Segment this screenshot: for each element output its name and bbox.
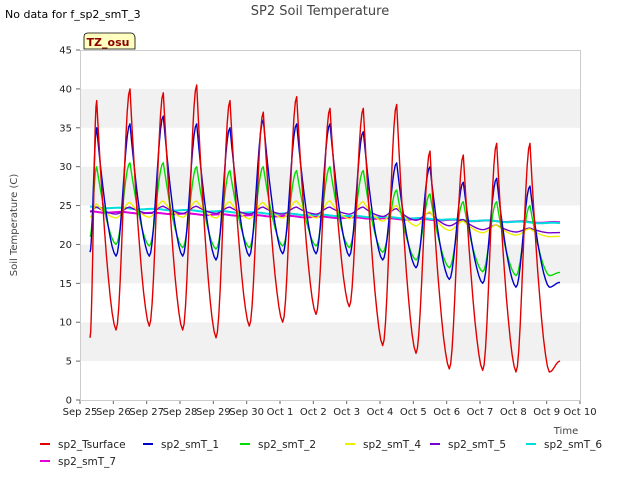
- y-tick-label: 10: [59, 318, 72, 329]
- tz-badge-box: [83, 32, 136, 50]
- x-tick-label: Oct 1: [267, 407, 294, 418]
- legend-label: sp2_smT_4: [363, 439, 421, 451]
- x-tick-label: Sep 30: [229, 407, 264, 418]
- x-tick-label: Sep 25: [63, 407, 98, 418]
- x-tick-label: Sep 26: [96, 407, 131, 418]
- x-tick-label: Oct 3: [333, 407, 360, 418]
- grid-band: [80, 127, 580, 167]
- x-tick-label: Oct 7: [467, 407, 494, 418]
- grid-band: [80, 361, 580, 400]
- x-tick-label: Oct 6: [433, 407, 460, 418]
- series-line-sp2-Tsurface: [89, 84, 561, 373]
- y-tick-label: 25: [59, 201, 72, 212]
- y-tick-label: 20: [59, 240, 72, 251]
- y-tick-label: 40: [59, 84, 72, 95]
- y-tick-label: 0: [66, 396, 72, 407]
- legend: sp2_Tsurface sp2_smT_1 sp2_smT_2 sp2_smT_4 s…: [40, 439, 602, 468]
- grid-band: [80, 166, 580, 206]
- series-line-sp2-smT-6: [89, 205, 561, 225]
- plot-area: [89, 84, 561, 373]
- x-tick-label: Oct 4: [367, 407, 394, 418]
- grid-band: [80, 244, 580, 284]
- y-axis-title: Soil Temperature (C): [9, 174, 20, 277]
- legend-label: sp2_smT_7: [58, 456, 116, 468]
- series-line-sp2-smT-1: [89, 115, 561, 288]
- no-data-note: No data for f_sp2_smT_3: [5, 8, 141, 21]
- chart-title: SP2 Soil Temperature: [251, 4, 389, 19]
- x-tick-label: Oct 5: [400, 407, 427, 418]
- y-tick-label: 45: [59, 46, 72, 57]
- grid-band: [80, 283, 580, 323]
- legend-label: sp2_smT_6: [544, 439, 602, 451]
- y-tick-label: 30: [59, 162, 72, 173]
- x-tick-label: Oct 9: [533, 407, 560, 418]
- y-axis-ticks: 0 5 10 15 20 25 30 35 40 45: [59, 46, 80, 407]
- plot-frame: [80, 50, 581, 401]
- y-tick-label: 35: [59, 123, 72, 134]
- x-tick-label: Oct 10: [563, 407, 596, 418]
- x-tick-label: Sep 29: [196, 407, 231, 418]
- y-tick-label: 5: [66, 357, 72, 368]
- x-tick-label: Oct 2: [300, 407, 327, 418]
- legend-label: sp2_smT_5: [448, 439, 506, 451]
- series-lines: [89, 84, 561, 373]
- x-tick-label: Sep 28: [163, 407, 198, 418]
- grid-band: [80, 50, 580, 89]
- x-tick-label: Sep 27: [129, 407, 164, 418]
- tz-badge-label: TZ_osu: [87, 36, 130, 49]
- x-tick-label: Oct 8: [500, 407, 527, 418]
- grid-band: [80, 322, 580, 362]
- legend-label: sp2_Tsurface: [58, 439, 126, 451]
- x-axis-title: Time: [553, 426, 578, 437]
- y-tick-label: 15: [59, 279, 72, 290]
- tz-badge: TZ_osu: [83, 32, 136, 50]
- legend-label: sp2_smT_1: [161, 439, 219, 451]
- legend-label: sp2_smT_2: [258, 439, 316, 451]
